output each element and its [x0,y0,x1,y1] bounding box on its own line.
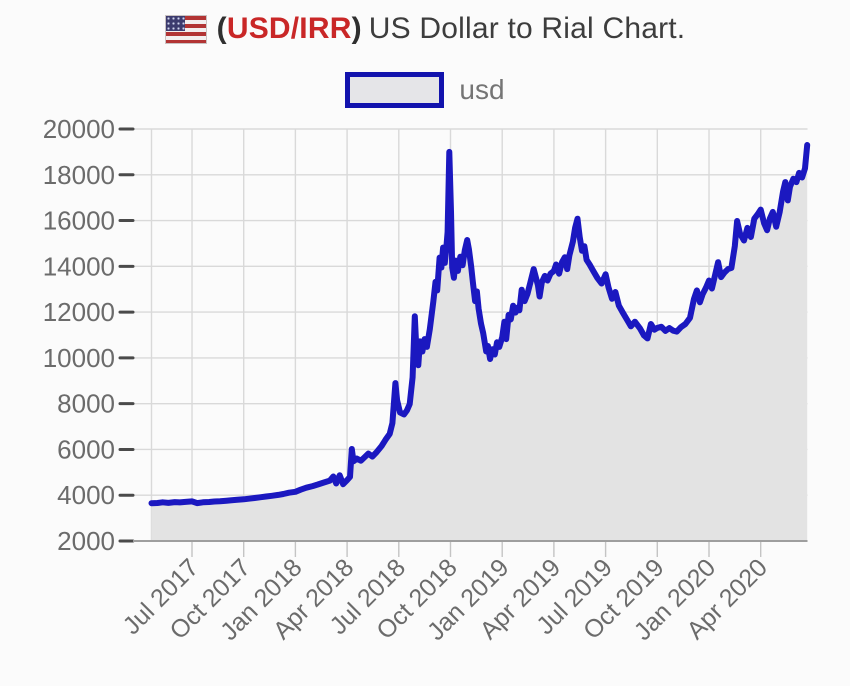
svg-text:8000: 8000 [57,389,115,419]
chart-header: (USD/IRR) US Dollar to Rial Chart. [0,12,850,46]
legend-label[interactable]: usd [459,74,505,105]
title-text: US Dollar to Rial Chart. [368,12,686,45]
legend[interactable]: usd [0,72,850,108]
svg-text:10000: 10000 [43,343,115,373]
svg-text:4000: 4000 [57,480,115,510]
svg-text:6000: 6000 [57,434,115,464]
svg-text:16000: 16000 [43,206,115,236]
us-flag-icon [164,14,207,44]
title-paren-close: ) [351,12,362,45]
svg-text:20000: 20000 [43,114,115,144]
page-title: (USD/IRR) US Dollar to Rial Chart. [217,12,686,46]
legend-swatch[interactable] [345,72,445,108]
svg-text:14000: 14000 [43,251,115,281]
title-currency-pair: USD/IRR [226,12,352,45]
svg-text:18000: 18000 [43,160,115,190]
svg-text:12000: 12000 [43,297,115,327]
title-paren-open: ( [216,12,227,45]
svg-text:2000: 2000 [57,526,115,556]
